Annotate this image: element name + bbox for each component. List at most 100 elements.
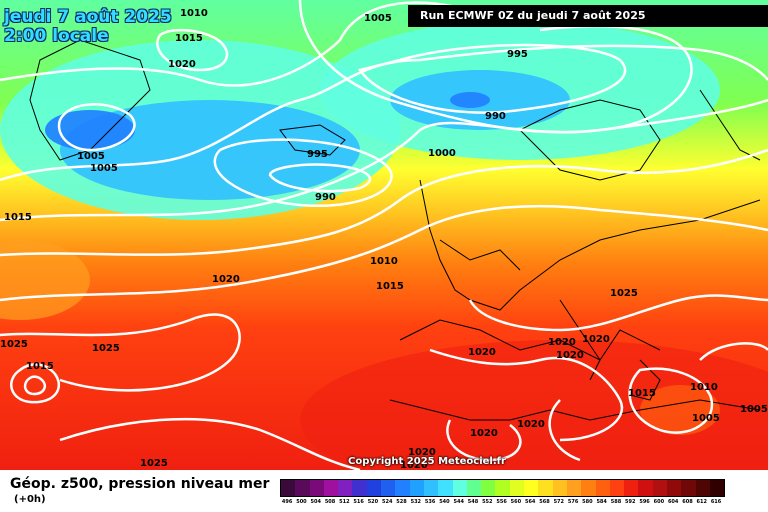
scale-value-label: 608 bbox=[682, 499, 693, 505]
scale-value-label: 588 bbox=[610, 499, 622, 505]
color-scale-labels: 496 500 504 508 512 516 520 524 528 532 536 540 544 5… bbox=[280, 499, 723, 505]
scale-swatch bbox=[309, 480, 324, 496]
scale-swatch bbox=[481, 480, 496, 496]
isobar-label: 1010 bbox=[370, 256, 398, 267]
scale-value-label: 548 bbox=[467, 499, 479, 505]
scale-value-label: 580 bbox=[582, 499, 593, 505]
scale-value-label: 524 bbox=[382, 499, 393, 505]
scale-value-label: 564 bbox=[524, 499, 536, 505]
isobar-label: 1020 bbox=[556, 350, 584, 361]
legend-subtitle: (+0h) bbox=[14, 494, 46, 505]
scale-value-label: 572 bbox=[553, 499, 564, 505]
scale-swatch bbox=[281, 480, 296, 496]
scale-swatch bbox=[466, 480, 482, 496]
scale-swatch bbox=[667, 480, 682, 496]
scale-value-label: 576 bbox=[567, 499, 579, 505]
scale-value-label: 584 bbox=[596, 499, 607, 505]
scale-swatch bbox=[552, 480, 567, 496]
scale-value-label: 616 bbox=[710, 499, 722, 505]
scale-swatch bbox=[652, 480, 668, 496]
isobar-label: 1025 bbox=[92, 343, 120, 354]
scale-value-label: 592 bbox=[625, 499, 636, 505]
isobar-label: 1015 bbox=[376, 281, 404, 292]
isobar-label: 1020 bbox=[212, 274, 240, 285]
scale-value-label: 556 bbox=[496, 499, 507, 505]
scale-swatch bbox=[495, 480, 510, 496]
scale-value-label: 496 bbox=[281, 499, 293, 505]
isobar-label: 1000 bbox=[428, 148, 456, 159]
run-info-banner: Run ECMWF 0Z du jeudi 7 août 2025 bbox=[408, 5, 768, 27]
scale-value-label: 528 bbox=[396, 499, 407, 505]
isobar-label: 1015 bbox=[628, 388, 656, 399]
scale-value-label: 560 bbox=[510, 499, 522, 505]
scale-value-label: 612 bbox=[696, 499, 707, 505]
isobar-label: 1020 bbox=[548, 337, 576, 348]
scale-swatch bbox=[366, 480, 382, 496]
scale-swatch bbox=[338, 480, 353, 496]
scale-value-label: 532 bbox=[410, 499, 422, 505]
scale-value-label: 568 bbox=[539, 499, 550, 505]
isobar-label: 1020 bbox=[468, 347, 496, 358]
isobar-label: 1005 bbox=[90, 163, 118, 174]
isobar-label: 1020 bbox=[400, 460, 428, 470]
scale-swatch bbox=[695, 480, 710, 496]
color-scale bbox=[280, 479, 726, 497]
scale-value-label: 544 bbox=[453, 499, 464, 505]
isobar-label: 995 bbox=[307, 149, 328, 160]
scale-swatch bbox=[538, 480, 553, 496]
isobar-label: 1025 bbox=[140, 458, 168, 469]
scale-value-label: 516 bbox=[353, 499, 364, 505]
scale-swatch bbox=[709, 480, 725, 496]
isobar-label: 1010 bbox=[690, 382, 718, 393]
scale-swatch bbox=[323, 480, 339, 496]
isobar-label: 1020 bbox=[408, 447, 436, 458]
copyright-text: Copyright 2025 Meteociel.fr bbox=[348, 456, 506, 467]
scale-swatch bbox=[624, 480, 639, 496]
scale-swatch bbox=[423, 480, 439, 496]
scale-swatch bbox=[638, 480, 653, 496]
scale-swatch bbox=[681, 480, 696, 496]
isobar-label: 1020 bbox=[517, 419, 545, 430]
isobar-label: 990 bbox=[315, 192, 336, 203]
legend-title: Géop. z500, pression niveau mer bbox=[10, 476, 270, 492]
scale-value-label: 540 bbox=[439, 499, 450, 505]
isobar-label: 1015 bbox=[175, 33, 203, 44]
scale-value-label: 596 bbox=[639, 499, 650, 505]
scale-swatch bbox=[438, 480, 453, 496]
scale-value-label: 600 bbox=[653, 499, 665, 505]
scale-swatch bbox=[581, 480, 596, 496]
scale-value-label: 512 bbox=[339, 499, 350, 505]
isobar-label: 1015 bbox=[26, 361, 54, 372]
scale-swatch bbox=[395, 480, 410, 496]
isobar-label: 1005 bbox=[364, 13, 392, 24]
scale-value-label: 520 bbox=[367, 499, 379, 505]
scale-value-label: 504 bbox=[310, 499, 321, 505]
date-line: jeudi 7 août 2025 bbox=[4, 7, 172, 27]
geopotential-field bbox=[0, 0, 768, 470]
scale-value-label: 552 bbox=[482, 499, 493, 505]
scale-swatch bbox=[509, 480, 525, 496]
weather-map: 1010 1015 1020 1005 995 990 1000 1005 10… bbox=[0, 0, 768, 470]
scale-swatch bbox=[409, 480, 424, 496]
isobar-label: 1020 bbox=[470, 428, 498, 439]
isobar-label: 1010 bbox=[180, 8, 208, 19]
forecast-date-title: jeudi 7 août 2025 2:00 locale bbox=[4, 8, 172, 46]
scale-swatch bbox=[609, 480, 625, 496]
scale-swatch bbox=[352, 480, 367, 496]
legend-bar: Géop. z500, pression niveau mer (+0h) 49… bbox=[0, 470, 768, 512]
scale-swatch bbox=[295, 480, 310, 496]
scale-swatch bbox=[595, 480, 610, 496]
scale-swatch bbox=[566, 480, 582, 496]
isobar-label: 1020 bbox=[168, 59, 196, 70]
isobar-label: 1005 bbox=[740, 404, 768, 415]
isobar-label: 1020 bbox=[582, 334, 610, 345]
scale-swatch bbox=[524, 480, 539, 496]
isobar-label: 995 bbox=[507, 49, 528, 60]
isobar-label: 990 bbox=[485, 111, 506, 122]
isobar-label: 1025 bbox=[0, 339, 28, 350]
isobar-label: 1015 bbox=[4, 212, 32, 223]
isobar-label: 1025 bbox=[610, 288, 638, 299]
scale-value-label: 500 bbox=[296, 499, 307, 505]
scale-value-label: 508 bbox=[324, 499, 336, 505]
scale-value-label: 604 bbox=[667, 499, 679, 505]
